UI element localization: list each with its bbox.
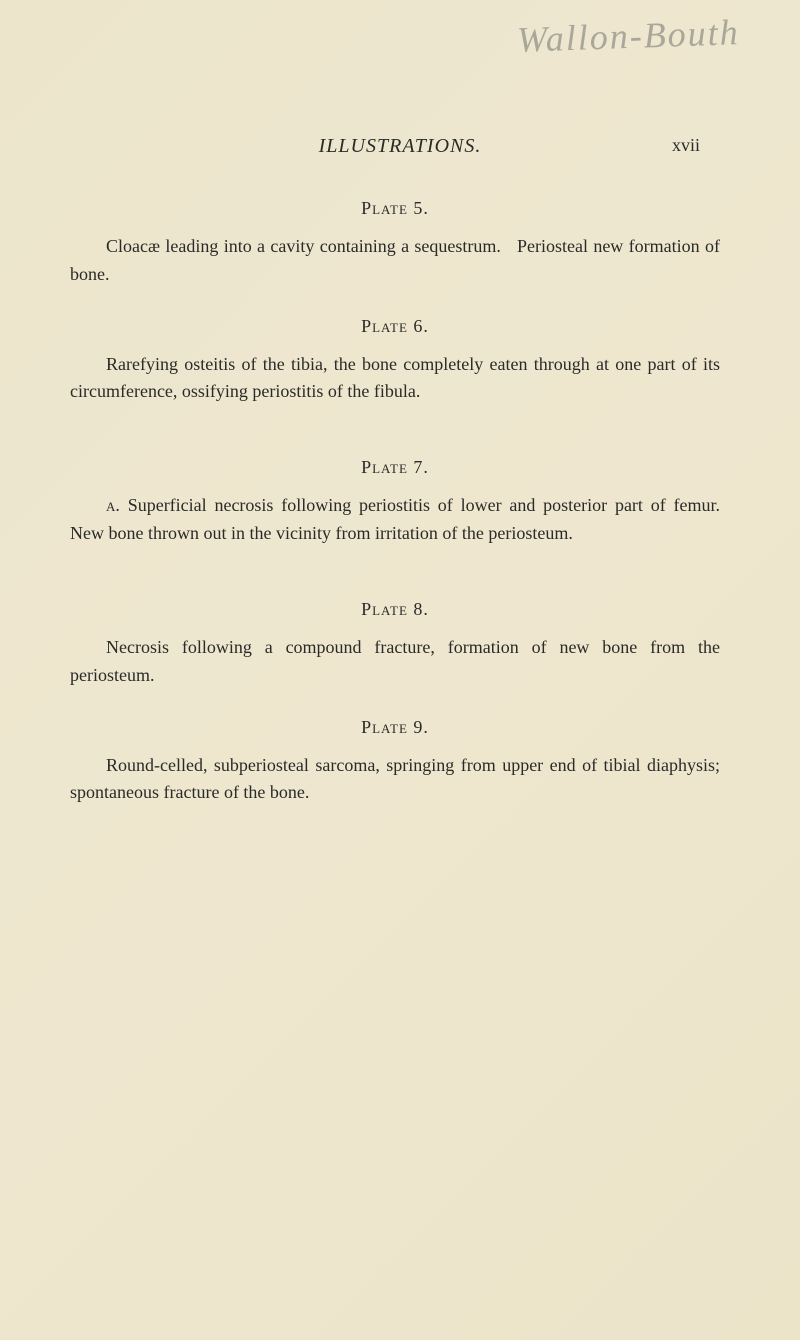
section-gap: [70, 552, 720, 572]
plate-heading: Plate 6.: [70, 313, 720, 341]
plate-text: Cloacæ leading into a cavity containing …: [70, 233, 720, 289]
plate-text-body: Superficial necrosis following periostit…: [70, 495, 720, 543]
plate-heading: Plate 8.: [70, 596, 720, 624]
plate-text: Necrosis following a compound fracture, …: [70, 634, 720, 690]
running-head: ILLUSTRATIONS. xvii: [0, 135, 800, 158]
plate-text: Round-celled, subperiosteal sarcoma, spr…: [70, 752, 720, 808]
page-content: Plate 5. Cloacæ leading into a cavity co…: [70, 195, 720, 811]
page-number: xvii: [672, 135, 700, 156]
plate-heading: Plate 5.: [70, 195, 720, 223]
section-gap: [70, 410, 720, 430]
plate-text: a. Superficial necrosis following perios…: [70, 492, 720, 548]
page-root: Wallon-Bouth ILLUSTRATIONS. xvii Plate 5…: [0, 0, 800, 1340]
plate-text: Rarefying osteitis of the tibia, the bon…: [70, 351, 720, 407]
plate-heading: Plate 9.: [70, 714, 720, 742]
running-title: ILLUSTRATIONS.: [150, 135, 650, 158]
lead-letter: a.: [106, 495, 120, 515]
handwritten-annotation: Wallon-Bouth: [517, 11, 741, 61]
plate-heading: Plate 7.: [70, 454, 720, 482]
